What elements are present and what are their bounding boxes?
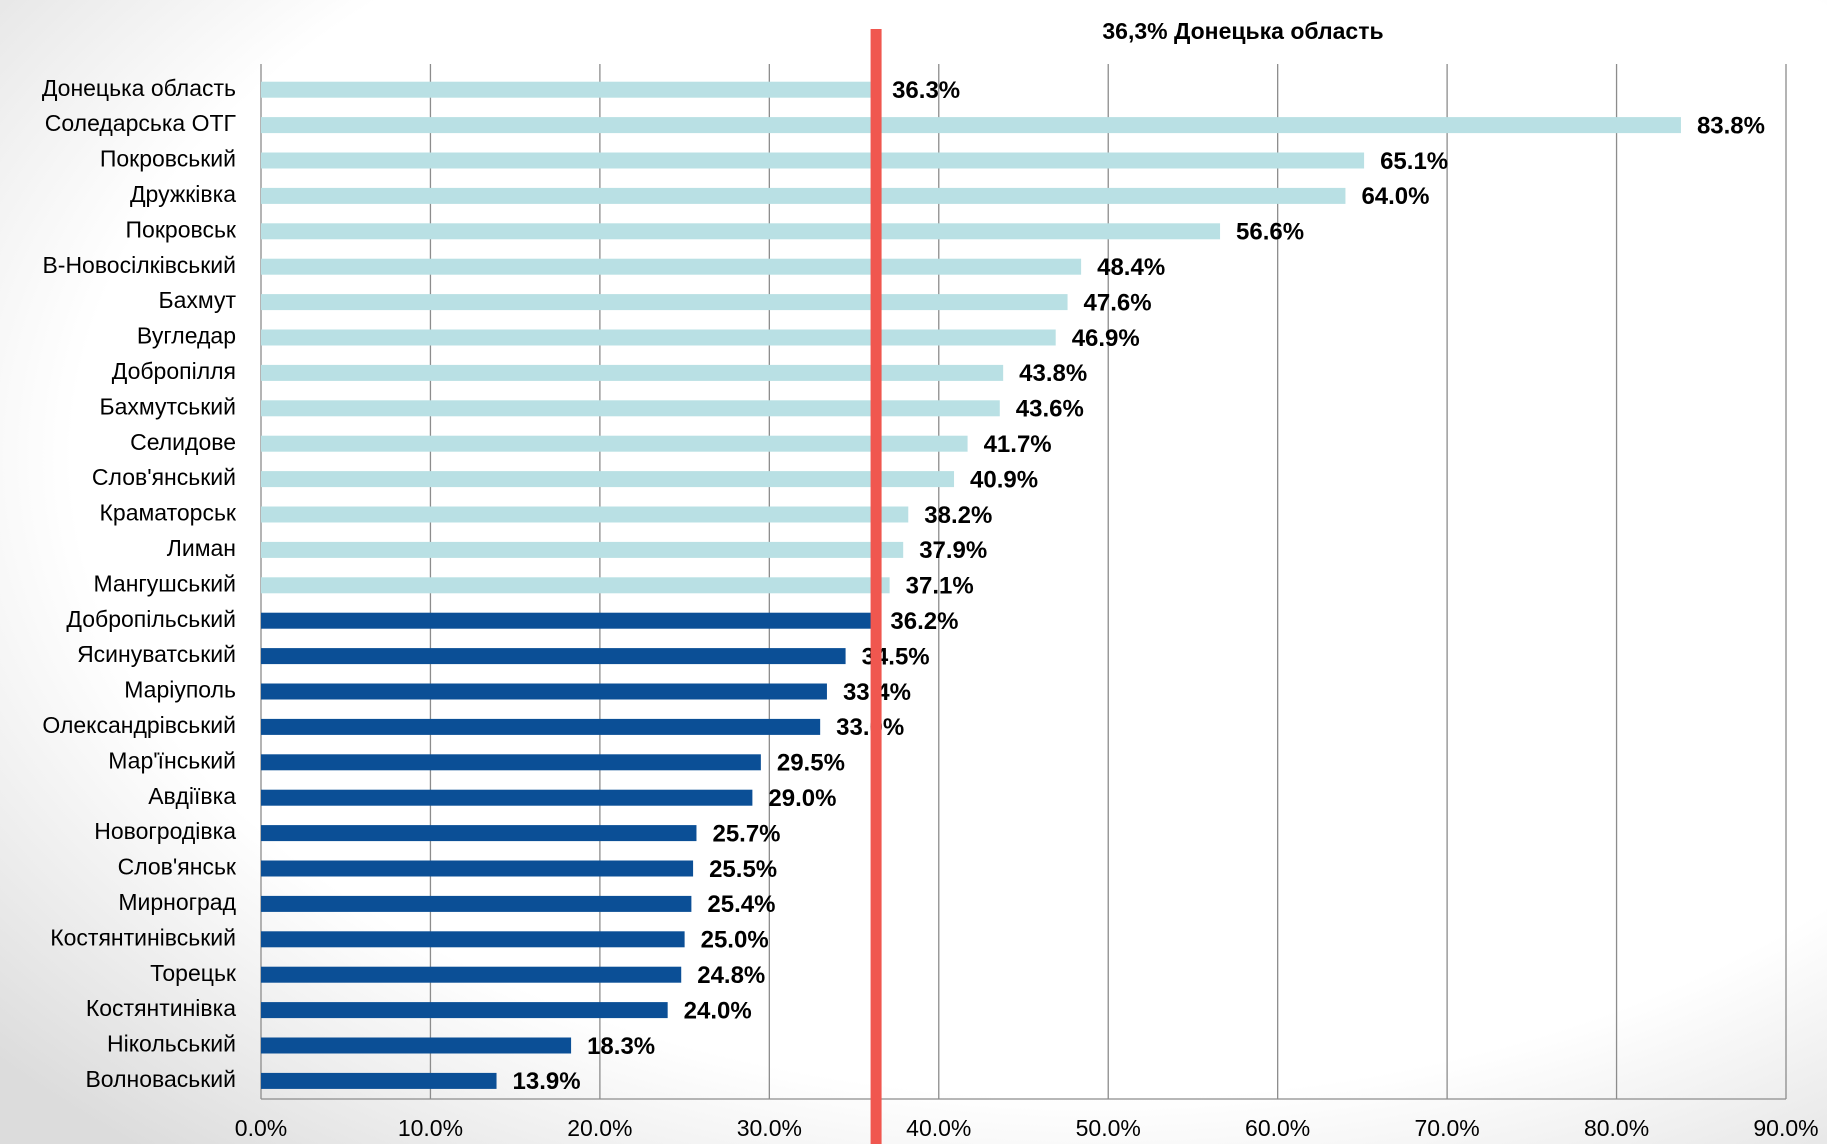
x-tick-label: 20.0%: [567, 1115, 632, 1141]
category-label: Добропілля: [112, 358, 236, 384]
x-tick-label: 10.0%: [398, 1115, 463, 1141]
bar: [261, 1037, 572, 1054]
category-label: Бахмут: [159, 287, 237, 313]
bar: [261, 258, 1082, 275]
bar: [261, 1002, 668, 1019]
x-tick-label: 60.0%: [1245, 1115, 1310, 1141]
category-label: Покровськ: [126, 216, 237, 242]
bar: [261, 506, 909, 523]
value-label: 24.8%: [697, 962, 765, 989]
category-label: Слов'янськ: [118, 854, 237, 880]
x-tick-label: 80.0%: [1584, 1115, 1649, 1141]
category-label: Авдіївка: [148, 783, 236, 809]
bar: [261, 718, 821, 735]
value-label: 29.0%: [768, 785, 836, 812]
value-label: 43.6%: [1016, 396, 1084, 423]
bar: [261, 966, 682, 983]
x-tick-label: 0.0%: [235, 1115, 287, 1141]
category-label: Мар'їнський: [108, 747, 236, 773]
category-label: Волноваський: [85, 1066, 236, 1092]
category-label: Краматорськ: [100, 500, 237, 526]
category-label: Костянтинівський: [50, 924, 236, 950]
value-label: 41.7%: [984, 431, 1052, 458]
bar: [261, 895, 692, 912]
value-label: 29.5%: [777, 750, 845, 777]
value-label: 25.5%: [709, 856, 777, 883]
bar: [261, 223, 1221, 240]
bar: [261, 577, 890, 594]
category-label: Покровський: [100, 146, 236, 172]
value-label: 65.1%: [1380, 148, 1448, 175]
category-label: Маріуполь: [124, 677, 236, 703]
value-label: 25.4%: [707, 891, 775, 918]
x-tick-label: 70.0%: [1415, 1115, 1480, 1141]
value-label: 13.9%: [513, 1068, 581, 1095]
category-label: Мангушський: [94, 570, 237, 596]
value-label: 43.8%: [1019, 360, 1087, 387]
value-label: 25.0%: [701, 927, 769, 954]
bar: [261, 400, 1000, 417]
x-tick-label: 40.0%: [906, 1115, 971, 1141]
value-label: 38.2%: [924, 502, 992, 529]
bar: [261, 81, 877, 98]
category-label: Мирноград: [118, 889, 236, 915]
x-tick-label: 50.0%: [1076, 1115, 1141, 1141]
value-label: 25.7%: [712, 820, 780, 847]
value-label: 48.4%: [1097, 254, 1165, 281]
value-label: 40.9%: [970, 466, 1038, 493]
value-label: 36.3%: [892, 77, 960, 104]
category-label: В-Новосілківський: [42, 252, 236, 278]
annotation: 36,3% Донецька область: [1102, 18, 1383, 44]
bar: [261, 612, 875, 629]
value-label: 56.6%: [1236, 219, 1304, 246]
value-label: 24.0%: [684, 997, 752, 1024]
bar: [261, 187, 1346, 204]
category-label: Костянтинівка: [86, 995, 236, 1021]
value-label: 64.0%: [1361, 183, 1429, 210]
bar: [261, 152, 1365, 169]
category-label: Слов'янський: [92, 464, 236, 490]
value-label: 33.0%: [836, 714, 904, 741]
category-label: Добропільський: [66, 606, 236, 632]
category-label: Дружківка: [130, 181, 236, 207]
category-label: Торецьк: [150, 960, 237, 986]
bar: [261, 648, 846, 665]
bar: [261, 1072, 497, 1089]
category-label: Бахмутський: [100, 393, 236, 419]
category-label: Вугледар: [137, 323, 236, 349]
category-label: Соледарська ОТГ: [45, 110, 237, 136]
category-label: Новогродівка: [94, 818, 236, 844]
bar: [261, 541, 904, 558]
x-tick-label: 90.0%: [1753, 1115, 1818, 1141]
bar: [261, 294, 1068, 311]
category-label: Лиман: [167, 535, 236, 561]
bar: [261, 471, 955, 488]
bar: [261, 683, 827, 700]
bar: [261, 754, 761, 771]
category-label: Селидове: [130, 429, 236, 455]
value-label: 83.8%: [1697, 112, 1765, 139]
bar: [261, 364, 1004, 381]
bar: [261, 825, 697, 842]
value-label: 46.9%: [1072, 325, 1140, 352]
category-label: Олександрівський: [42, 712, 236, 738]
bar: [261, 860, 694, 877]
bar: [261, 435, 968, 452]
category-label: Ясинуватський: [77, 641, 236, 667]
bar: [261, 329, 1056, 346]
value-label: 37.9%: [919, 537, 987, 564]
bar: [261, 117, 1681, 134]
bar: [261, 931, 685, 948]
x-tick-label: 30.0%: [737, 1115, 802, 1141]
value-label: 36.2%: [890, 608, 958, 635]
category-label: Нікольський: [107, 1031, 236, 1057]
value-label: 37.1%: [906, 573, 974, 600]
category-label: Донецька область: [42, 75, 236, 101]
bar: [261, 789, 753, 806]
value-label: 18.3%: [587, 1033, 655, 1060]
value-label: 47.6%: [1084, 289, 1152, 316]
